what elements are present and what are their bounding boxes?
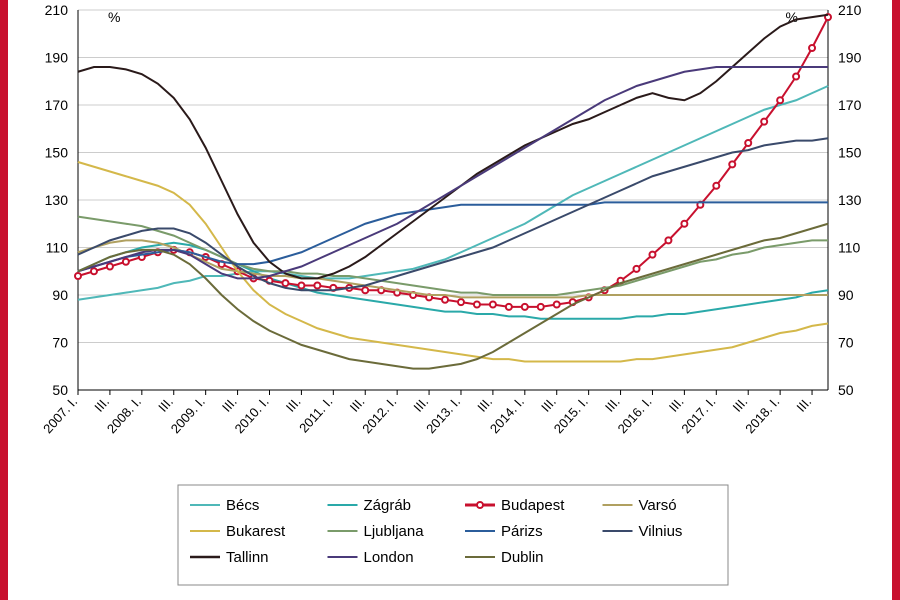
y-tick-left: 170 [45, 97, 69, 113]
x-tick-label: III. [219, 394, 240, 415]
x-tick-label: 2007. I. [40, 394, 80, 436]
legend-label: London [364, 549, 414, 566]
legend-label: Varsó [639, 497, 677, 514]
marker-budapest [91, 268, 97, 274]
marker-budapest [123, 259, 129, 265]
legend-label: Dublin [501, 549, 544, 566]
legend-label: Zágráb [364, 497, 412, 514]
x-tick-label: III. [155, 394, 176, 415]
marker-budapest [777, 97, 783, 103]
series-vilnius [78, 138, 828, 290]
marker-budapest [490, 302, 496, 308]
marker-budapest [554, 302, 560, 308]
marker-budapest [793, 74, 799, 80]
y-tick-right: 210 [838, 2, 862, 18]
marker-budapest [538, 304, 544, 310]
x-tick-label: III. [793, 394, 814, 415]
marker-budapest [665, 237, 671, 243]
marker-budapest [522, 304, 528, 310]
y-tick-right: 170 [838, 97, 862, 113]
y-tick-left: 130 [45, 192, 69, 208]
x-tick-label: 2016. I. [615, 394, 655, 436]
legend-label: Ljubljana [364, 523, 425, 540]
marker-budapest [745, 140, 751, 146]
y-tick-right: 110 [838, 240, 861, 256]
marker-budapest [362, 287, 368, 293]
x-tick-label: III. [602, 394, 623, 415]
x-tick-label: 2009. I. [168, 394, 208, 436]
marker-budapest [729, 161, 735, 167]
y-tick-left: 50 [52, 382, 68, 398]
y-tick-left: 210 [45, 2, 69, 18]
y-tick-left: 90 [52, 287, 68, 303]
x-tick-label: 2012. I. [359, 394, 399, 436]
marker-budapest [298, 283, 304, 289]
marker-budapest [314, 283, 320, 289]
y-tick-left: 110 [46, 240, 69, 256]
x-tick-label: 2008. I. [104, 394, 144, 436]
marker-budapest [681, 221, 687, 227]
line-chart: 50 50 70 70 90 90 110 110 130 130 150 150 170 170 190 1… [8, 0, 892, 600]
series-párizs [78, 202, 828, 271]
x-tick-label: 2013. I. [423, 394, 463, 436]
x-tick-label: III. [666, 394, 687, 415]
x-tick-label: III. [347, 394, 368, 415]
series-budapest [78, 17, 828, 307]
marker-budapest [442, 297, 448, 303]
legend-marker [477, 502, 483, 508]
marker-budapest [107, 264, 113, 270]
y-tick-right: 90 [838, 287, 854, 303]
x-tick-label: III. [474, 394, 495, 415]
y-tick-left: 190 [45, 50, 69, 66]
x-tick-label: III. [538, 394, 559, 415]
series-london [78, 67, 828, 278]
marker-budapest [649, 252, 655, 258]
y-unit-left: % [108, 9, 120, 25]
y-tick-right: 190 [838, 50, 862, 66]
marker-budapest [506, 304, 512, 310]
legend-label: Bukarest [226, 523, 286, 540]
y-tick-left: 150 [45, 145, 69, 161]
marker-budapest [713, 183, 719, 189]
legend-label: Vilnius [639, 523, 683, 540]
marker-budapest [474, 302, 480, 308]
marker-budapest [634, 266, 640, 272]
legend-label: Tallinn [226, 549, 269, 566]
marker-budapest [761, 119, 767, 125]
x-tick-label: III. [283, 394, 304, 415]
legend-label: Bécs [226, 497, 259, 514]
x-tick-label: 2014. I. [487, 394, 527, 436]
x-tick-label: 2017. I. [678, 394, 718, 436]
marker-budapest [282, 280, 288, 286]
x-tick-label: 2011. I. [296, 394, 336, 436]
y-tick-right: 70 [838, 335, 854, 351]
legend-label: Budapest [501, 497, 565, 514]
legend-label: Párizs [501, 523, 543, 540]
y-tick-right: 150 [838, 145, 862, 161]
x-tick-label: III. [730, 394, 751, 415]
x-tick-label: III. [91, 394, 112, 415]
series-tallinn [78, 15, 828, 279]
x-tick-label: 2015. I. [551, 394, 591, 436]
x-tick-label: 2010. I. [232, 394, 272, 436]
marker-budapest [458, 299, 464, 305]
y-tick-right: 50 [838, 382, 854, 398]
marker-budapest [809, 45, 815, 51]
x-tick-label: 2018. I. [742, 394, 782, 436]
y-tick-left: 70 [52, 335, 68, 351]
x-tick-label: III. [410, 394, 431, 415]
marker-budapest [75, 273, 81, 279]
y-tick-right: 130 [838, 192, 862, 208]
